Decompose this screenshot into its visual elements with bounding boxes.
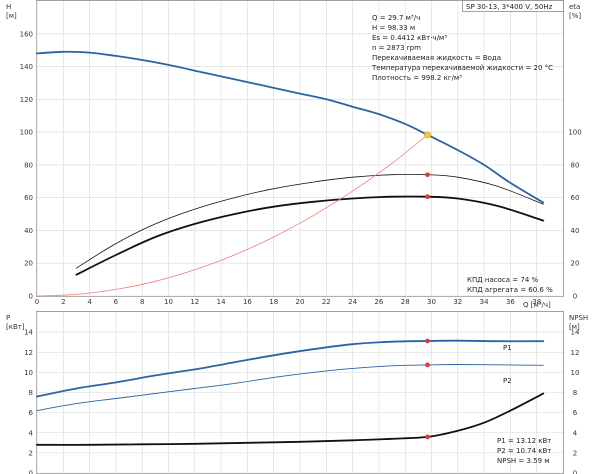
bottom-y-right-tick-label: 4 [573, 429, 578, 437]
top-y-left-tick-label: 140 [20, 63, 33, 71]
tick-labels: 0 2 4 6 8 10 12 14 16 18 20 22 24 26 28 30 32 34 36 3802040… [20, 30, 582, 474]
p1-label: P1 [503, 344, 512, 352]
bottom-y-left-tick-label: 14 [24, 329, 33, 337]
top-y-left-tick-label: 20 [24, 260, 33, 268]
duty-point-head [424, 131, 432, 139]
info-pump-efficiency: КПД насоса = 74 % [467, 276, 539, 284]
title-box-text: SP 30-13, 3*400 V, 50Hz [466, 3, 553, 11]
bottom-y-left-tick-label: 12 [24, 349, 33, 357]
bottom-y-left-tick-label: 6 [29, 409, 34, 417]
top-x-tick-label: 4 [87, 298, 92, 306]
top-y-right-label: eta [569, 3, 580, 11]
info-p2: P2 = 10.74 кВт [497, 447, 551, 455]
info-density: Плотность = 998.2 кг/м³ [372, 74, 462, 82]
top-y-right-tick-label: 80 [571, 161, 580, 169]
info-h: H = 98.33 м [372, 24, 415, 32]
top-y-left-label: H [6, 3, 11, 11]
info-temperature: Температура перекачиваемой жидкости = 20… [371, 64, 553, 72]
info-npsh: NPSH = 3.59 м [497, 457, 550, 465]
bottom-curve-p1 [36, 339, 545, 398]
top-y-right-tick-label: 40 [571, 227, 580, 235]
info-n: n = 2873 rpm [372, 44, 421, 52]
p2-label: P2 [503, 377, 512, 385]
curves [36, 50, 545, 446]
top-curve-unit-efficiency [75, 195, 545, 276]
top-y-right-tick-label: 20 [571, 260, 580, 268]
top-x-tick-label: 32 [453, 298, 462, 306]
bottom-y-right-tick-label: 14 [571, 329, 580, 337]
bottom-y-left-tick-label: 10 [24, 369, 33, 377]
top-x-tick-label: 10 [164, 298, 173, 306]
top-y-right-tick-label: 60 [571, 194, 580, 202]
info-liquid: Перекачиваемая жидкость = Вода [372, 54, 501, 62]
top-x-tick-label: 26 [374, 298, 383, 306]
top-x-tick-label: 38 [532, 298, 541, 306]
top-curve-system [36, 134, 428, 297]
duty-point-p2 [425, 362, 430, 368]
top-y-left-tick-label: 120 [20, 96, 33, 104]
efficiency-info-block: КПД насоса = 74 % КПД агрегата = 60.6 % [467, 276, 553, 294]
top-curve-pump-efficiency [76, 174, 544, 269]
top-y-left-tick-label: 160 [20, 30, 33, 38]
bottom-curve-p2 [36, 364, 544, 412]
top-curve-head [36, 50, 545, 204]
top-y-left-tick-label: 100 [20, 129, 33, 137]
top-x-tick-label: 34 [480, 298, 489, 306]
top-x-tick-label: 28 [401, 298, 410, 306]
bottom-panel-grid [36, 312, 563, 474]
bottom-y-left-unit: [кВт] [6, 323, 25, 331]
top-panel-grid [36, 1, 563, 297]
top-x-tick-label: 24 [348, 298, 357, 306]
info-es: Es = 0.4412 кВт·ч/м³ [372, 34, 447, 42]
bottom-y-left-tick-label: 8 [29, 389, 33, 397]
duty-point-p1 [425, 338, 430, 344]
top-x-tick-label: 14 [217, 298, 226, 306]
top-x-tick-label: 6 [114, 298, 119, 306]
bottom-y-right-tick-label: 10 [571, 369, 580, 377]
bottom-y-right-tick-label: 8 [573, 389, 577, 397]
bottom-y-right-tick-label: 12 [571, 349, 580, 357]
bottom-y-left-tick-label: 0 [29, 470, 33, 474]
duty-points [424, 131, 432, 440]
bottom-y-right-tick-label: 0 [573, 470, 577, 474]
top-x-tick-label: 16 [243, 298, 252, 306]
top-y-left-tick-label: 40 [24, 227, 33, 235]
duty-point-npsh [425, 434, 430, 440]
top-y-left-tick-label: 0 [29, 293, 33, 301]
top-y-right-tick-label: 0 [573, 293, 577, 301]
top-y-right-unit: [%] [569, 12, 581, 20]
top-info-block: Q = 29.7 м³/ч H = 98.33 м Es = 0.4412 кВ… [371, 14, 553, 82]
top-y-left-tick-label: 60 [24, 194, 33, 202]
bottom-y-right-label: NPSH [569, 314, 588, 322]
bottom-y-left-label: P [6, 314, 10, 322]
bottom-y-right-tick-label: 2 [573, 449, 577, 457]
top-y-left-unit: [м] [6, 12, 17, 20]
title-box [462, 0, 564, 12]
top-x-tick-label: 18 [269, 298, 278, 306]
top-x-tick-label: 0 [35, 298, 39, 306]
duty-point-unit-efficiency [425, 194, 430, 200]
top-x-label: Q [м³/ч] [523, 301, 551, 309]
bottom-info-block: P1 = 13.12 кВт P2 = 10.74 кВт NPSH = 3.5… [497, 437, 551, 465]
top-panel-frame [36, 0, 564, 297]
bottom-y-left-tick-label: 4 [29, 429, 34, 437]
top-y-left-tick-label: 80 [24, 161, 33, 169]
top-x-tick-label: 2 [61, 298, 65, 306]
bottom-y-right-tick-label: 6 [573, 409, 578, 417]
duty-point-pump-efficiency [425, 172, 430, 178]
bottom-y-left-tick-label: 2 [29, 449, 33, 457]
top-x-tick-label: 30 [427, 298, 436, 306]
info-unit-efficiency: КПД агрегата = 60.6 % [467, 286, 553, 294]
top-y-right-tick-label: 100 [568, 129, 581, 137]
top-x-tick-label: 22 [322, 298, 331, 306]
info-p1: P1 = 13.12 кВт [497, 437, 551, 445]
bottom-y-right-unit: [м] [569, 323, 580, 331]
info-q: Q = 29.7 м³/ч [372, 14, 420, 22]
bottom-curve-npsh [36, 392, 545, 446]
top-x-tick-label: 20 [296, 298, 305, 306]
top-x-tick-label: 8 [140, 298, 144, 306]
top-x-tick-label: 12 [190, 298, 199, 306]
top-x-tick-label: 36 [506, 298, 515, 306]
